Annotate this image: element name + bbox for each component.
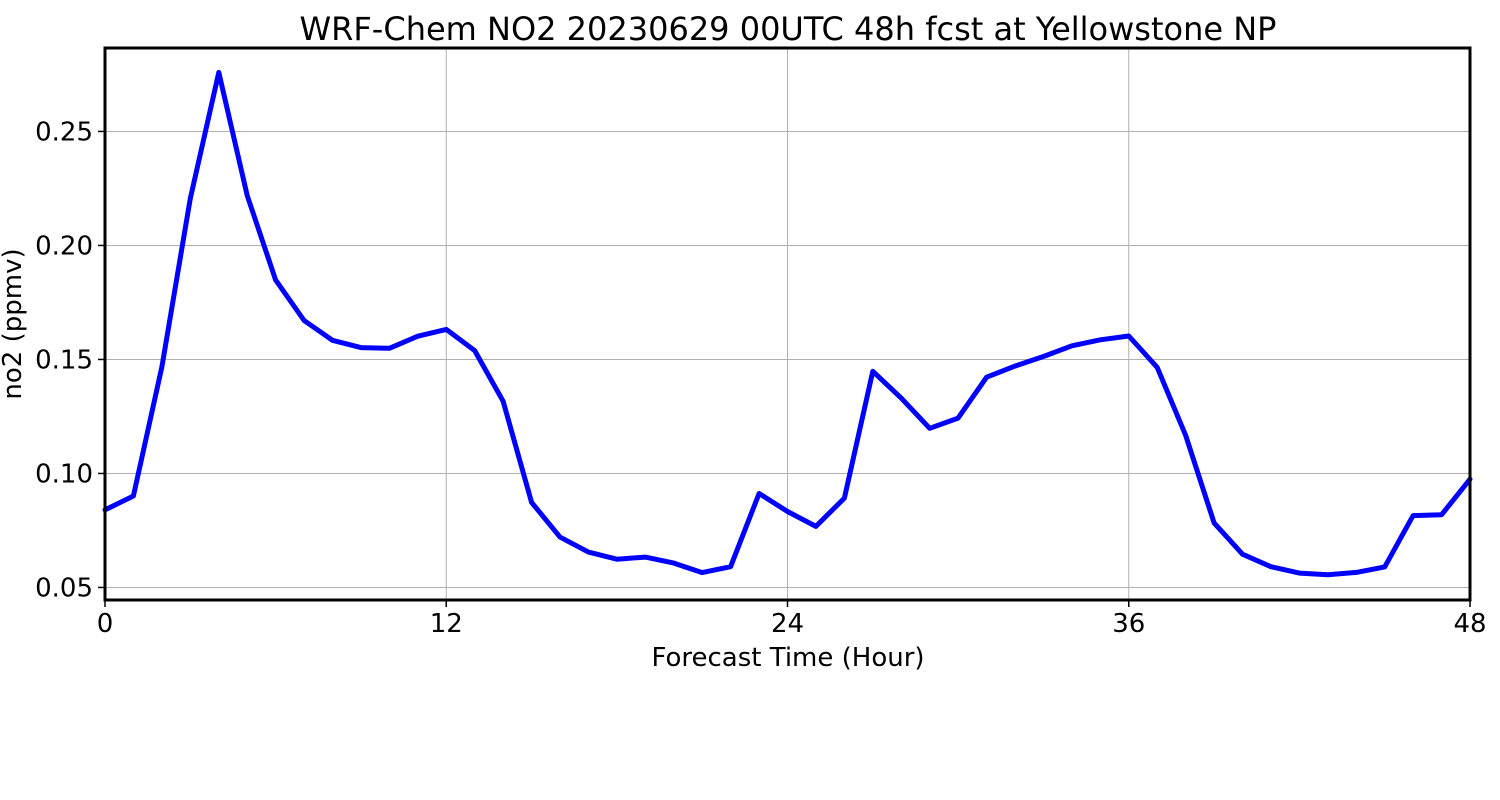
y-tick-label: 0.05 xyxy=(35,573,93,603)
x-tick-label: 36 xyxy=(1112,609,1145,639)
y-tick-label: 0.15 xyxy=(35,345,93,375)
y-axis-ticks: 0.05 0.10 0.15 0.20 0.25 xyxy=(35,117,105,603)
y-tick-label: 0.25 xyxy=(35,117,93,147)
y-tick-label: 0.10 xyxy=(35,459,93,489)
y-tick-label: 0.20 xyxy=(35,231,93,261)
x-tick-label: 12 xyxy=(430,609,463,639)
no2-series-line xyxy=(102,69,1473,578)
chart-title: WRF-Chem NO2 20230629 00UTC 48h fcst at … xyxy=(300,10,1277,48)
y-axis-label: no2 (ppmv) xyxy=(0,248,28,399)
x-axis-ticks: 0 12 24 36 48 xyxy=(97,600,1487,639)
x-tick-label: 48 xyxy=(1453,609,1486,639)
x-axis-label: Forecast Time (Hour) xyxy=(651,643,924,673)
x-tick-label: 0 xyxy=(97,609,114,639)
x-tick-label: 24 xyxy=(771,609,804,639)
